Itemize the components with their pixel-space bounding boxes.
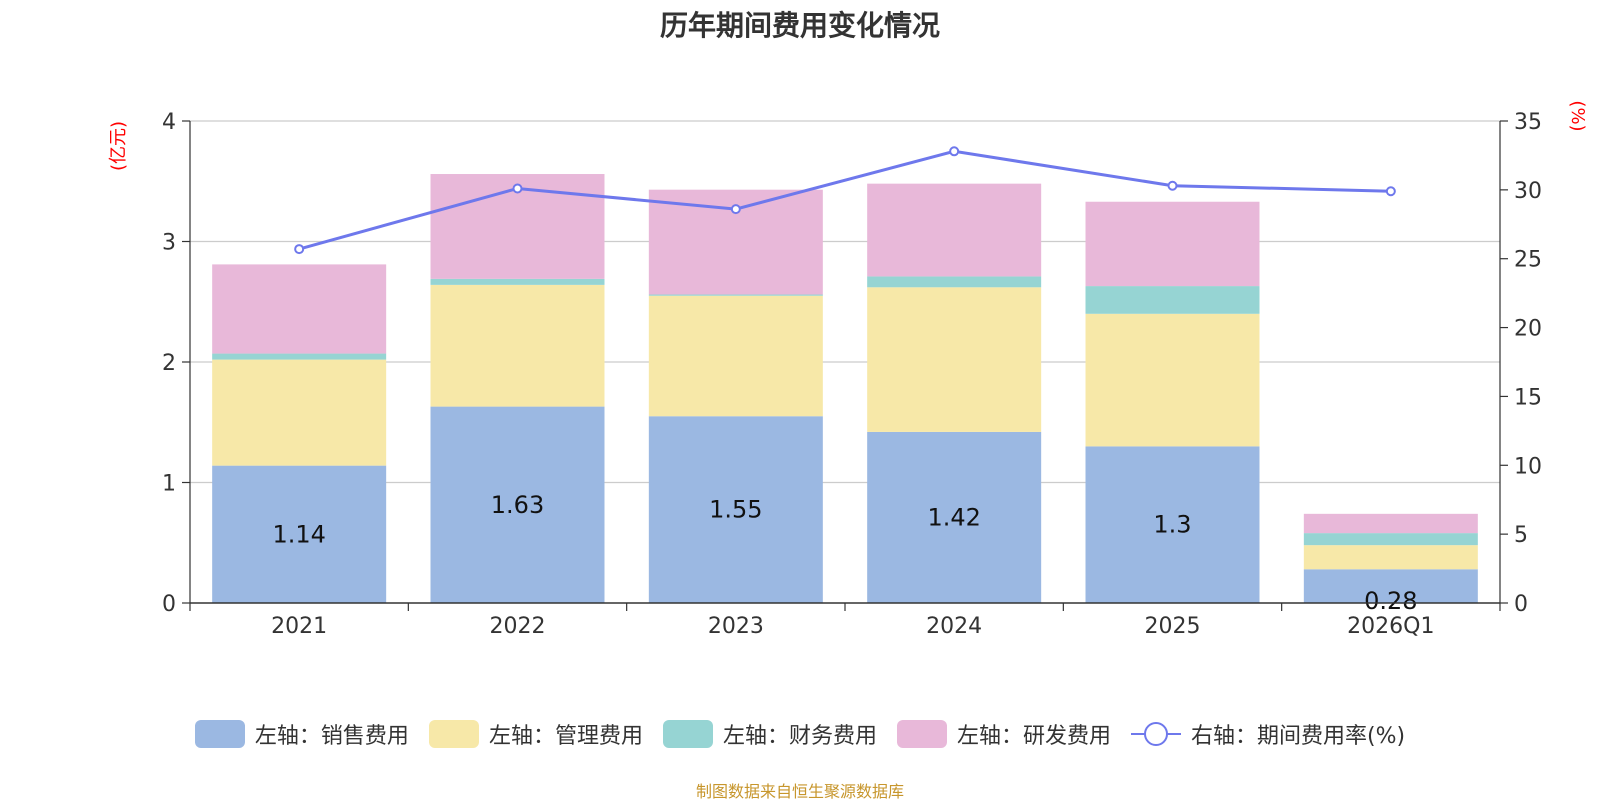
right-axis-unit-label: (%) xyxy=(1567,100,1588,131)
legend-line-marker-icon xyxy=(1130,722,1181,746)
right-axis-tick-label: 20 xyxy=(1514,317,1542,342)
chart-title: 历年期间费用变化情况 xyxy=(659,9,940,42)
bar-segment-sales xyxy=(648,416,823,603)
bar-segment-sales xyxy=(212,465,387,603)
bar-segment-sales xyxy=(430,406,605,603)
x-axis-tick-label: 2024 xyxy=(926,614,982,639)
legend: 左轴：销售费用 左轴：管理费用 左轴：财务费用 左轴：研发费用 右轴：期间费用率… xyxy=(0,718,1600,750)
bar-segment-admin xyxy=(430,284,605,407)
bar-segment-sales xyxy=(1085,446,1260,603)
legend-swatch-sales xyxy=(194,720,245,748)
legend-label-admin: 左轴：管理费用 xyxy=(488,724,643,749)
bar-segment-rd xyxy=(1303,513,1478,534)
legend-item-finance[interactable]: 左轴：财务费用 xyxy=(662,718,877,750)
bar-data-label: 1.63 xyxy=(491,491,544,519)
rate-point xyxy=(949,146,960,157)
bar-segment-sales xyxy=(867,431,1042,603)
legend-item-sales[interactable]: 左轴：销售费用 xyxy=(194,718,409,750)
bar-segment-admin xyxy=(1085,313,1260,447)
legend-item-admin[interactable]: 左轴：管理费用 xyxy=(428,718,643,750)
bar-segment-sales xyxy=(1303,569,1478,603)
right-axis-tick-label: 25 xyxy=(1514,248,1542,273)
legend-swatch-finance xyxy=(662,720,713,748)
rate-point xyxy=(294,244,305,255)
legend-item-rate[interactable]: 右轴：期间费用率(%) xyxy=(1130,718,1406,750)
right-axis-tick-label: 35 xyxy=(1514,110,1542,135)
left-axis-tick-label: 2 xyxy=(162,351,176,376)
bar-segment-rd xyxy=(867,183,1042,277)
right-axis-tick-label: 30 xyxy=(1514,179,1542,204)
bar-segment-finance xyxy=(430,278,605,285)
bar-data-label: 1.42 xyxy=(927,503,980,531)
legend-label-finance: 左轴：财务费用 xyxy=(722,724,877,749)
bar-segment-admin xyxy=(648,295,823,417)
right-axis-tick-label: 5 xyxy=(1514,523,1528,548)
bar-data-label: 0.28 xyxy=(1364,587,1417,615)
left-axis-tick-label: 3 xyxy=(162,231,176,256)
rate-point xyxy=(512,183,523,194)
right-axis-tick-label: 15 xyxy=(1514,385,1542,410)
legend-label-rate: 右轴：期间费用率(%) xyxy=(1190,724,1406,749)
legend-swatch-admin xyxy=(428,720,479,748)
rate-point xyxy=(1167,180,1178,191)
left-axis-tick-label: 0 xyxy=(162,592,176,617)
legend-item-rd[interactable]: 左轴：研发费用 xyxy=(896,718,1111,750)
bar-segment-admin xyxy=(212,359,387,466)
x-axis-tick-label: 2021 xyxy=(271,614,327,639)
left-axis-tick-label: 1 xyxy=(162,472,176,497)
left-axis-tick-label: 4 xyxy=(162,110,176,135)
x-axis-tick-label: 2023 xyxy=(708,614,764,639)
bar-segment-finance xyxy=(1303,533,1478,546)
bar-data-label: 1.14 xyxy=(272,520,325,548)
x-axis-tick-label: 2026Q1 xyxy=(1347,614,1434,639)
x-axis-tick-label: 2022 xyxy=(490,614,546,639)
x-axis-tick-label: 2025 xyxy=(1145,614,1201,639)
bar-segment-admin xyxy=(1303,545,1478,570)
bar-segment-finance xyxy=(1085,286,1260,314)
legend-label-rd: 左轴：研发费用 xyxy=(956,724,1111,749)
bar-segment-finance xyxy=(648,294,823,296)
rate-series-line xyxy=(298,149,1391,251)
bar-data-label: 1.55 xyxy=(709,496,762,524)
bar-data-label: 1.3 xyxy=(1153,511,1191,539)
left-axis-unit-label: (亿元) xyxy=(108,121,129,171)
bar-segment-rd xyxy=(1085,201,1260,287)
right-axis-tick-label: 0 xyxy=(1514,592,1528,617)
bar-segment-finance xyxy=(212,353,387,360)
rate-point xyxy=(730,204,741,215)
bar-segment-rd xyxy=(212,264,387,354)
bar-segment-admin xyxy=(867,287,1042,432)
legend-label-sales: 左轴：销售费用 xyxy=(254,724,409,749)
rate-point xyxy=(1385,186,1396,197)
right-axis-tick-label: 10 xyxy=(1514,454,1542,479)
source-footer: 制图数据来自恒生聚源数据库 xyxy=(695,782,904,801)
legend-swatch-rd xyxy=(896,720,947,748)
bar-segment-finance xyxy=(867,276,1042,288)
